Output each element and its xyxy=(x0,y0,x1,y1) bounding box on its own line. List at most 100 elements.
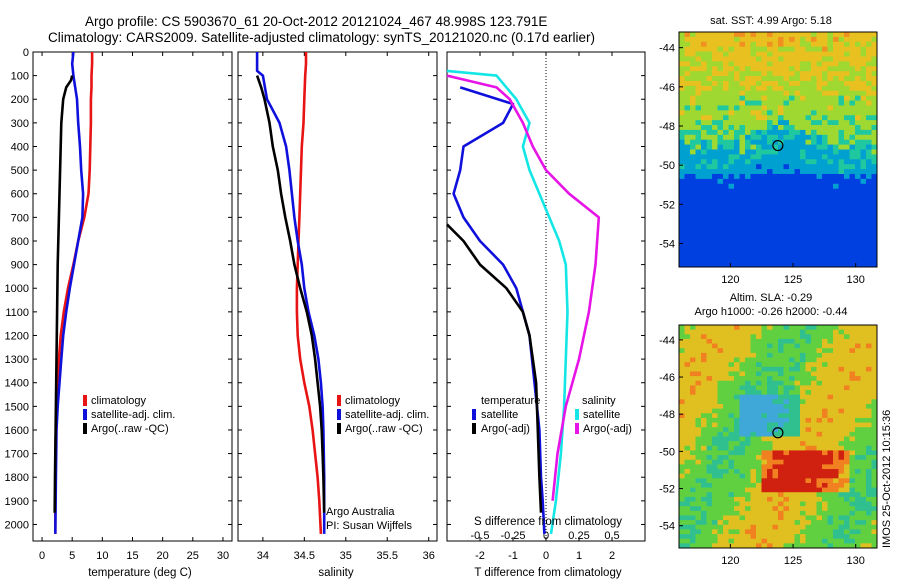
heatmap-cell xyxy=(855,334,861,340)
heatmap-cell xyxy=(816,154,823,160)
heatmap-cell xyxy=(728,154,735,160)
heatmap-cell xyxy=(739,343,746,349)
heatmap-cell xyxy=(800,198,806,204)
heatmap-cell xyxy=(871,95,878,101)
heatmap-cell xyxy=(855,61,861,67)
heatmap-cell xyxy=(805,95,812,101)
heatmap-cell xyxy=(871,329,878,335)
heatmap-cell xyxy=(717,213,724,219)
heatmap-cell xyxy=(679,56,685,62)
heatmap-cell xyxy=(816,520,823,526)
heatmap-cell xyxy=(778,376,784,382)
y-tick-label: 1000 xyxy=(5,283,29,295)
heatmap-cell xyxy=(701,95,707,101)
temperature-axes-box xyxy=(32,51,233,542)
heatmap-cell xyxy=(805,529,812,535)
heatmap-cell xyxy=(734,173,740,180)
heatmap-cell xyxy=(805,408,812,414)
heatmap-cell xyxy=(838,32,845,38)
heatmap-cell xyxy=(684,357,691,363)
heatmap-cell xyxy=(690,183,696,190)
heatmap-cell xyxy=(750,473,757,479)
heatmap-cell xyxy=(794,80,801,87)
heatmap-cell xyxy=(855,417,861,423)
heatmap-cell xyxy=(844,71,850,77)
heatmap-cell xyxy=(778,459,784,465)
heatmap-cell xyxy=(734,510,740,516)
heatmap-cell xyxy=(805,105,812,111)
heatmap-cell xyxy=(690,325,696,331)
heatmap-cell xyxy=(833,149,839,155)
heatmap-cell xyxy=(734,144,740,150)
heatmap-cell xyxy=(745,408,751,414)
heatmap-cell xyxy=(789,188,795,194)
heatmap-cell xyxy=(822,183,828,190)
map-x-tick-label: 130 xyxy=(847,274,865,286)
heatmap-cell xyxy=(745,403,751,410)
heatmap-cell xyxy=(844,257,850,263)
heatmap-cell xyxy=(772,51,779,57)
heatmap-cell xyxy=(717,464,724,470)
heatmap-cell xyxy=(805,464,812,470)
heatmap-cell xyxy=(849,459,856,465)
heatmap-cell xyxy=(855,501,861,507)
heatmap-cell xyxy=(734,431,740,437)
heatmap-cell xyxy=(855,227,861,234)
heatmap-cell xyxy=(712,173,718,180)
heatmap-cell xyxy=(800,169,806,175)
heatmap-cell xyxy=(838,100,845,106)
heatmap-cell xyxy=(800,110,806,116)
heatmap-cell xyxy=(789,149,795,155)
heatmap-cell xyxy=(690,455,696,461)
heatmap-cell xyxy=(778,543,784,549)
heatmap-cell xyxy=(745,459,751,465)
heatmap-cell xyxy=(871,427,878,433)
heatmap-cell xyxy=(690,482,696,489)
heatmap-cell xyxy=(811,501,817,507)
heatmap-cell xyxy=(684,352,691,358)
heatmap-cell xyxy=(778,188,784,194)
heatmap-cell xyxy=(783,218,790,224)
heatmap-cell xyxy=(745,478,751,484)
heatmap-cell xyxy=(701,125,707,131)
heatmap-cell xyxy=(761,464,768,470)
heatmap-cell xyxy=(794,464,801,470)
heatmap-cell xyxy=(822,208,828,214)
heatmap-cell xyxy=(827,139,834,146)
temperature-xlabel: temperature (deg C) xyxy=(88,567,192,579)
heatmap-cell xyxy=(866,227,872,234)
heatmap-cell xyxy=(783,334,790,340)
heatmap-cell xyxy=(772,482,779,489)
heatmap-cell xyxy=(800,455,806,461)
heatmap-cell xyxy=(679,120,685,126)
heatmap-cell xyxy=(767,329,773,335)
heatmap-cell xyxy=(712,399,718,405)
heatmap-cell xyxy=(728,385,735,391)
heatmap-cell xyxy=(838,95,845,101)
heatmap-cell xyxy=(778,208,784,214)
heatmap-cell xyxy=(800,334,806,340)
heatmap-cell xyxy=(860,380,867,386)
heatmap-cell xyxy=(789,247,795,253)
heatmap-cell xyxy=(805,473,812,479)
heatmap-cell xyxy=(860,385,867,391)
heatmap-cell xyxy=(822,134,828,141)
heatmap-cell xyxy=(695,203,702,209)
heatmap-cell xyxy=(739,482,746,489)
heatmap-cell xyxy=(833,371,839,377)
heatmap-cell xyxy=(833,543,839,549)
heatmap-cell xyxy=(800,183,806,190)
heatmap-cell xyxy=(827,105,834,111)
heatmap-cell xyxy=(695,538,702,544)
heatmap-cell xyxy=(739,380,746,386)
heatmap-cell xyxy=(717,262,724,268)
heatmap-cell xyxy=(734,213,740,219)
heatmap-cell xyxy=(778,473,784,479)
heatmap-cell xyxy=(739,66,746,72)
heatmap-cell xyxy=(789,218,795,224)
heatmap-cell xyxy=(816,173,823,180)
heatmap-cell xyxy=(789,144,795,150)
heatmap-cell xyxy=(833,427,839,433)
heatmap-cell xyxy=(844,403,850,410)
heatmap-cell xyxy=(739,188,746,194)
